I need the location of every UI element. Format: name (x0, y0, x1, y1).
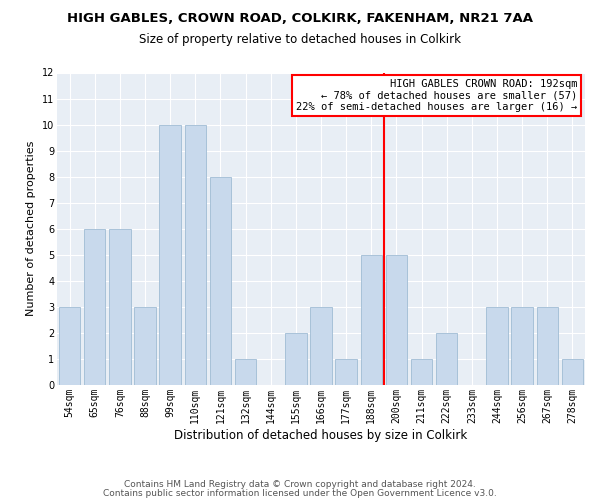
Bar (411, 359, 432, 385)
Bar (335, 359, 357, 385)
Bar (235, 359, 256, 385)
Text: Contains public sector information licensed under the Open Government Licence v3: Contains public sector information licen… (103, 489, 497, 498)
Bar (84, 229, 106, 385)
Bar (562, 359, 583, 385)
Bar (160, 124, 181, 385)
X-axis label: Distribution of detached houses by size in Colkirk: Distribution of detached houses by size … (175, 428, 467, 442)
Y-axis label: Number of detached properties: Number of detached properties (26, 141, 36, 316)
Bar (436, 333, 457, 385)
Bar (210, 176, 231, 385)
Bar (361, 255, 382, 385)
Bar (310, 307, 332, 385)
Bar (386, 255, 407, 385)
Bar (185, 124, 206, 385)
Text: Size of property relative to detached houses in Colkirk: Size of property relative to detached ho… (139, 32, 461, 46)
Bar (285, 333, 307, 385)
Bar (511, 307, 533, 385)
Bar (59, 307, 80, 385)
Text: HIGH GABLES, CROWN ROAD, COLKIRK, FAKENHAM, NR21 7AA: HIGH GABLES, CROWN ROAD, COLKIRK, FAKENH… (67, 12, 533, 26)
Bar (109, 229, 131, 385)
Text: HIGH GABLES CROWN ROAD: 192sqm
← 78% of detached houses are smaller (57)
22% of : HIGH GABLES CROWN ROAD: 192sqm ← 78% of … (296, 78, 577, 112)
Bar (536, 307, 558, 385)
Bar (487, 307, 508, 385)
Bar (134, 307, 155, 385)
Text: Contains HM Land Registry data © Crown copyright and database right 2024.: Contains HM Land Registry data © Crown c… (124, 480, 476, 489)
